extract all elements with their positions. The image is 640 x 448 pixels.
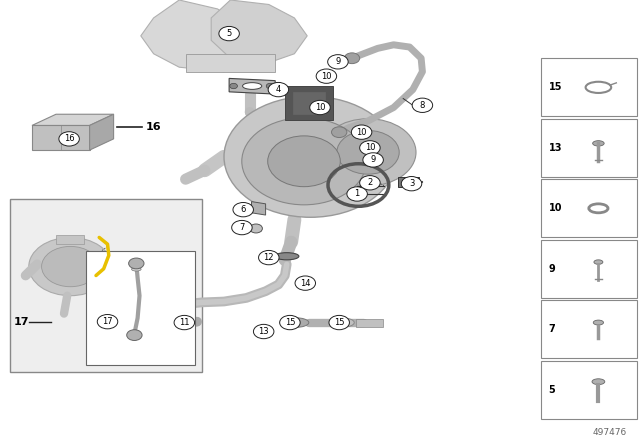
- Text: 4: 4: [276, 85, 281, 94]
- Circle shape: [320, 119, 416, 186]
- Circle shape: [59, 132, 79, 146]
- Text: 9: 9: [548, 264, 556, 274]
- Circle shape: [329, 315, 349, 330]
- Ellipse shape: [594, 260, 603, 264]
- Circle shape: [337, 130, 399, 174]
- Circle shape: [351, 125, 372, 139]
- Circle shape: [310, 100, 330, 115]
- FancyBboxPatch shape: [541, 300, 637, 358]
- Text: 5: 5: [548, 385, 556, 395]
- FancyBboxPatch shape: [541, 119, 637, 177]
- Text: 9: 9: [335, 57, 340, 66]
- Ellipse shape: [275, 253, 299, 260]
- Text: 16: 16: [64, 134, 74, 143]
- FancyBboxPatch shape: [398, 177, 419, 187]
- Circle shape: [42, 246, 99, 287]
- Circle shape: [268, 136, 340, 187]
- Circle shape: [360, 176, 380, 190]
- Circle shape: [280, 315, 300, 330]
- Text: 10: 10: [356, 128, 367, 137]
- Text: 6: 6: [241, 205, 246, 214]
- Polygon shape: [32, 114, 114, 125]
- FancyBboxPatch shape: [541, 361, 637, 419]
- Text: 15: 15: [548, 82, 562, 92]
- Circle shape: [129, 258, 144, 269]
- Text: 1: 1: [355, 190, 360, 198]
- Text: 12: 12: [264, 253, 274, 262]
- Text: 10: 10: [365, 143, 375, 152]
- Ellipse shape: [280, 318, 309, 327]
- FancyBboxPatch shape: [541, 58, 637, 116]
- Circle shape: [328, 55, 348, 69]
- Polygon shape: [252, 202, 266, 215]
- Text: 13: 13: [259, 327, 269, 336]
- Circle shape: [127, 330, 142, 340]
- Text: 497476: 497476: [593, 428, 627, 437]
- Text: 9: 9: [371, 155, 376, 164]
- Ellipse shape: [243, 83, 262, 90]
- Text: 10: 10: [315, 103, 325, 112]
- Text: 11: 11: [179, 318, 189, 327]
- Circle shape: [250, 224, 262, 233]
- Text: 8: 8: [420, 101, 425, 110]
- Polygon shape: [211, 0, 307, 63]
- Circle shape: [412, 98, 433, 112]
- Ellipse shape: [332, 318, 355, 327]
- Ellipse shape: [593, 320, 604, 325]
- Text: 17: 17: [14, 317, 29, 327]
- Text: 14: 14: [300, 279, 310, 288]
- FancyBboxPatch shape: [356, 319, 383, 327]
- Circle shape: [295, 276, 316, 290]
- Circle shape: [266, 83, 274, 89]
- Circle shape: [363, 153, 383, 167]
- Text: 15: 15: [285, 318, 295, 327]
- Circle shape: [344, 53, 360, 64]
- Circle shape: [253, 324, 274, 339]
- Polygon shape: [32, 125, 90, 150]
- Circle shape: [242, 118, 366, 205]
- Text: 5: 5: [227, 29, 232, 38]
- Ellipse shape: [592, 379, 605, 384]
- FancyBboxPatch shape: [56, 235, 84, 244]
- Ellipse shape: [593, 141, 604, 146]
- Ellipse shape: [132, 267, 141, 271]
- Text: 16: 16: [146, 121, 161, 132]
- Circle shape: [332, 127, 347, 138]
- FancyBboxPatch shape: [541, 179, 637, 237]
- FancyBboxPatch shape: [541, 240, 637, 298]
- Text: 7: 7: [239, 223, 244, 232]
- FancyBboxPatch shape: [186, 54, 275, 72]
- FancyBboxPatch shape: [10, 199, 202, 372]
- Ellipse shape: [132, 333, 141, 337]
- Circle shape: [360, 141, 380, 155]
- Text: 17: 17: [102, 317, 113, 326]
- FancyBboxPatch shape: [86, 251, 195, 365]
- Circle shape: [97, 314, 118, 329]
- Circle shape: [401, 177, 422, 191]
- Text: 15: 15: [334, 318, 344, 327]
- FancyBboxPatch shape: [285, 86, 333, 120]
- Circle shape: [230, 83, 237, 89]
- Circle shape: [29, 237, 112, 296]
- Circle shape: [259, 250, 279, 265]
- Text: 10: 10: [321, 72, 332, 81]
- Polygon shape: [90, 114, 114, 150]
- Polygon shape: [141, 0, 256, 72]
- Circle shape: [174, 315, 195, 330]
- Circle shape: [233, 202, 253, 217]
- Text: 10: 10: [548, 203, 562, 213]
- FancyBboxPatch shape: [293, 92, 325, 114]
- Text: 13: 13: [548, 143, 562, 153]
- Circle shape: [268, 82, 289, 97]
- Text: 7: 7: [548, 324, 556, 334]
- Text: 2: 2: [367, 178, 372, 187]
- Text: 3: 3: [409, 179, 414, 188]
- Circle shape: [316, 69, 337, 83]
- Circle shape: [219, 26, 239, 41]
- Circle shape: [347, 187, 367, 201]
- Polygon shape: [229, 78, 275, 94]
- Circle shape: [232, 220, 252, 235]
- Circle shape: [224, 96, 397, 217]
